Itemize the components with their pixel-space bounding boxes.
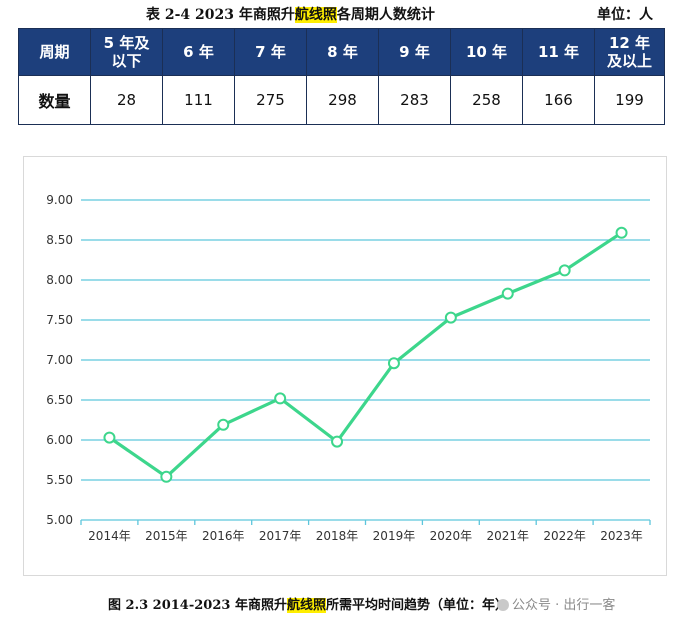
value-cell: 258	[450, 75, 523, 125]
header-cell-text: 10 年	[465, 43, 508, 61]
figure-caption: 图 2.3 2014-2023 年商照升航线照所需平均时间趋势（单位：年）	[108, 594, 508, 613]
data-point	[331, 435, 344, 448]
data-point	[387, 357, 400, 370]
y-tick-label: 5.50	[46, 473, 73, 487]
watermark-text: 公众号 · 出行一客	[512, 598, 616, 613]
y-tick-label: 8.00	[46, 273, 73, 287]
value-cell: 275	[234, 75, 307, 125]
table-caption: 表 2-4 2023 年商照升航线照各周期人数统计 单位：人	[0, 4, 682, 26]
x-tick-label: 2022年	[543, 529, 586, 543]
x-tick-label: 2018年	[316, 529, 359, 543]
data-point	[274, 392, 287, 405]
data-point	[160, 470, 173, 483]
y-tick-label: 9.00	[46, 193, 73, 207]
value-cell: 199	[594, 75, 665, 125]
header-cell-text: 5 年及 以下	[103, 34, 150, 70]
header-cell: 11 年	[522, 28, 595, 76]
y-tick-label: 8.50	[46, 233, 73, 247]
value-cell: 111	[162, 75, 235, 125]
figure-caption-highlight: 航线照	[286, 598, 326, 613]
header-cell-text: 11 年	[537, 43, 580, 61]
data-point	[615, 226, 628, 239]
header-cell-text: 7 年	[255, 43, 286, 61]
row-label: 数量	[18, 75, 91, 125]
series-line	[108, 231, 623, 479]
x-tick-label: 2015年	[145, 529, 188, 543]
y-tick-label: 7.00	[46, 353, 73, 367]
x-tick-label: 2019年	[373, 529, 416, 543]
value-cell: 28	[90, 75, 163, 125]
figure-caption-prefix: 图 2.3 2014-2023 年商照升	[108, 598, 287, 613]
wechat-icon	[497, 599, 509, 611]
period-count-table: 周期 5 年及 以下 6 年 7 年 8 年 9 年 10 年 11 年 12 年…	[18, 28, 665, 125]
table-header-row: 周期 5 年及 以下 6 年 7 年 8 年 9 年 10 年 11 年 12 年…	[18, 28, 665, 76]
header-cell: 12 年及以上	[594, 28, 665, 76]
table-title-suffix: 各周期人数统计	[336, 7, 435, 23]
value-cell: 166	[522, 75, 595, 125]
y-tick-label: 5.00	[46, 513, 73, 527]
table-unit: 单位：人	[597, 7, 653, 23]
table-value-row: 数量 28 111 275 298 283 258 166 199	[18, 75, 665, 125]
header-cell: 7 年	[234, 28, 307, 76]
header-cell-text: 9 年	[399, 43, 430, 61]
y-tick-label: 6.50	[46, 393, 73, 407]
value-cell: 298	[306, 75, 379, 125]
value-cell: 283	[378, 75, 451, 125]
table-title-prefix: 表 2-4 2023 年商照升	[146, 7, 295, 23]
x-tick-label: 2020年	[430, 529, 473, 543]
x-tick-label: 2017年	[259, 529, 302, 543]
data-point	[444, 311, 457, 324]
x-tick-label: 2021年	[486, 529, 529, 543]
x-tick-label: 2014年	[88, 529, 131, 543]
data-point	[558, 264, 571, 277]
watermark: 公众号 · 出行一客	[497, 594, 615, 613]
x-tick-label: 2016年	[202, 529, 245, 543]
x-tick-label: 2023年	[600, 529, 643, 543]
table-title-highlight: 航线照	[294, 7, 337, 23]
data-point	[217, 418, 230, 431]
header-cell: 8 年	[306, 28, 379, 76]
header-cell: 10 年	[450, 28, 523, 76]
y-tick-label: 6.00	[46, 433, 73, 447]
header-cell-text: 6 年	[183, 43, 214, 61]
y-tick-label: 7.50	[46, 313, 73, 327]
data-point	[103, 431, 116, 444]
chart-frame: 5.00 5.50 6.00 6.50 7.00 7.50 8.00 8.50 9.00 2014…	[23, 156, 667, 576]
table-title: 表 2-4 2023 年商照升航线照各周期人数统计	[146, 4, 435, 24]
header-label: 周期	[18, 28, 91, 76]
data-point	[501, 287, 514, 300]
figure-caption-suffix: 所需平均时间趋势（单位：年）	[325, 598, 508, 613]
header-cell: 9 年	[378, 28, 451, 76]
line-chart: 5.00 5.50 6.00 6.50 7.00 7.50 8.00 8.50 9.00 2014…	[46, 193, 651, 543]
header-cell-text: 8 年	[327, 43, 358, 61]
header-cell: 6 年	[162, 28, 235, 76]
header-cell-text: 12 年及以上	[606, 34, 652, 70]
header-cell: 5 年及 以下	[90, 28, 163, 76]
